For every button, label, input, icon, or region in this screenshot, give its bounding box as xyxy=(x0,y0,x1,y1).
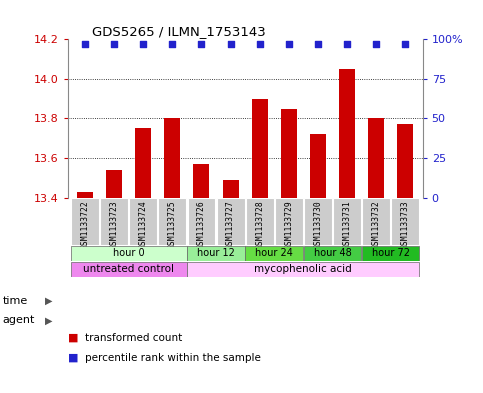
Point xyxy=(110,41,118,48)
Text: time: time xyxy=(2,296,28,306)
Text: agent: agent xyxy=(2,315,35,325)
Bar xyxy=(310,134,326,198)
Text: GSM1133722: GSM1133722 xyxy=(81,200,89,249)
FancyBboxPatch shape xyxy=(362,198,390,245)
FancyBboxPatch shape xyxy=(304,246,361,261)
Text: untreated control: untreated control xyxy=(83,264,174,274)
Point xyxy=(198,41,205,48)
FancyBboxPatch shape xyxy=(187,246,245,261)
Bar xyxy=(164,118,180,198)
FancyBboxPatch shape xyxy=(187,198,215,245)
FancyBboxPatch shape xyxy=(129,198,157,245)
FancyBboxPatch shape xyxy=(304,198,332,245)
Text: GSM1133727: GSM1133727 xyxy=(226,200,235,249)
Bar xyxy=(194,164,210,198)
Text: GSM1133730: GSM1133730 xyxy=(313,200,322,249)
FancyBboxPatch shape xyxy=(100,198,128,245)
Bar xyxy=(397,124,413,198)
Text: hour 24: hour 24 xyxy=(256,248,293,258)
Point xyxy=(343,41,351,48)
Text: GSM1133731: GSM1133731 xyxy=(342,200,352,249)
Text: GSM1133728: GSM1133728 xyxy=(255,200,264,249)
Point xyxy=(372,41,380,48)
FancyBboxPatch shape xyxy=(71,262,186,277)
Text: GSM1133729: GSM1133729 xyxy=(284,200,293,249)
Point xyxy=(256,41,264,48)
Text: ■: ■ xyxy=(68,333,78,343)
FancyBboxPatch shape xyxy=(275,198,303,245)
FancyBboxPatch shape xyxy=(158,198,186,245)
Text: hour 12: hour 12 xyxy=(197,248,235,258)
FancyBboxPatch shape xyxy=(245,246,303,261)
Text: GSM1133733: GSM1133733 xyxy=(401,200,410,249)
Point xyxy=(140,41,147,48)
Text: GSM1133732: GSM1133732 xyxy=(371,200,381,249)
Text: GSM1133726: GSM1133726 xyxy=(197,200,206,249)
Text: GSM1133725: GSM1133725 xyxy=(168,200,177,249)
Bar xyxy=(281,108,297,198)
Point xyxy=(401,41,409,48)
FancyBboxPatch shape xyxy=(187,262,419,277)
Point xyxy=(314,41,322,48)
Text: hour 0: hour 0 xyxy=(113,248,144,258)
FancyBboxPatch shape xyxy=(333,198,361,245)
Text: transformed count: transformed count xyxy=(85,333,182,343)
Bar xyxy=(106,170,122,198)
FancyBboxPatch shape xyxy=(391,198,419,245)
Bar xyxy=(252,99,268,198)
Point xyxy=(81,41,89,48)
Text: GDS5265 / ILMN_1753143: GDS5265 / ILMN_1753143 xyxy=(92,25,266,38)
Text: ■: ■ xyxy=(68,353,78,363)
Text: ▶: ▶ xyxy=(45,296,53,306)
Bar xyxy=(368,118,384,198)
Text: GSM1133724: GSM1133724 xyxy=(139,200,148,249)
Text: percentile rank within the sample: percentile rank within the sample xyxy=(85,353,260,363)
Point xyxy=(169,41,176,48)
Bar xyxy=(77,192,93,198)
FancyBboxPatch shape xyxy=(71,198,99,245)
FancyBboxPatch shape xyxy=(246,198,274,245)
Text: ▶: ▶ xyxy=(45,315,53,325)
FancyBboxPatch shape xyxy=(71,246,186,261)
Bar xyxy=(223,180,239,198)
FancyBboxPatch shape xyxy=(362,246,419,261)
Text: hour 48: hour 48 xyxy=(313,248,351,258)
Bar xyxy=(339,69,355,198)
Text: hour 72: hour 72 xyxy=(371,248,410,258)
Point xyxy=(285,41,293,48)
Text: mycophenolic acid: mycophenolic acid xyxy=(255,264,352,274)
Text: GSM1133723: GSM1133723 xyxy=(110,200,119,249)
Bar xyxy=(135,128,151,198)
Point xyxy=(227,41,234,48)
FancyBboxPatch shape xyxy=(216,198,244,245)
